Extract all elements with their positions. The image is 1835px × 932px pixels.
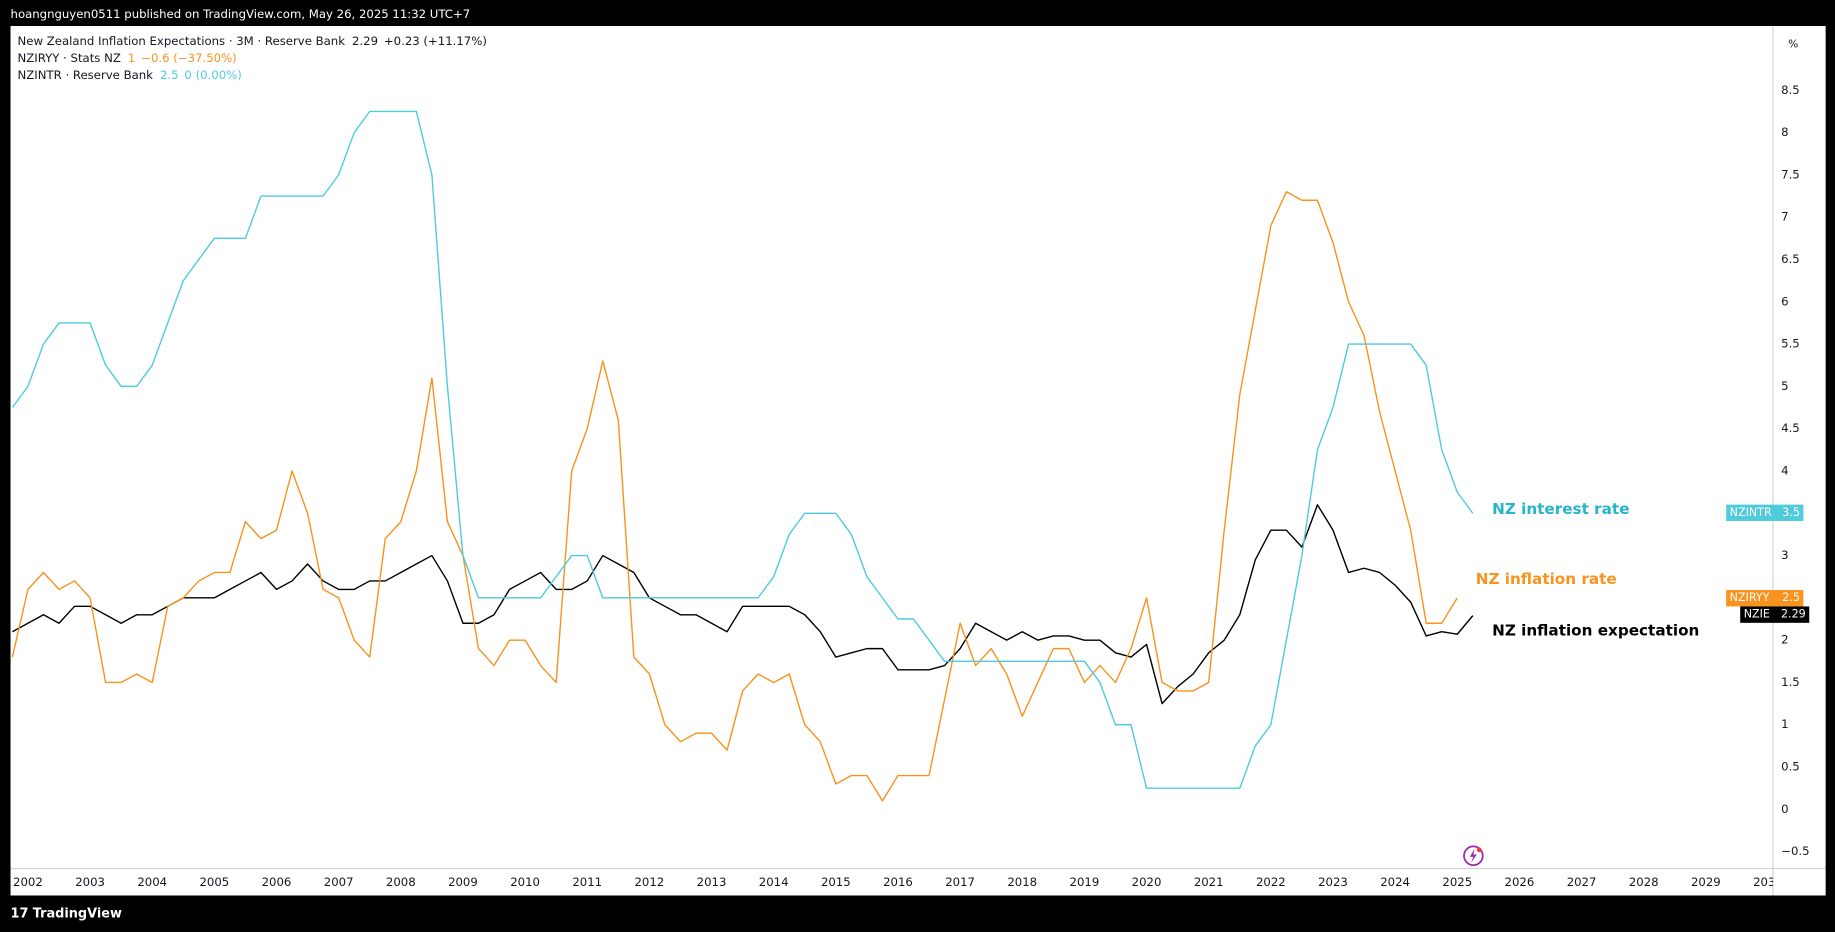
y-tick-label: 7 (1781, 210, 1788, 224)
series-line (11, 110, 1474, 789)
y-tick-label: 1 (1781, 717, 1788, 731)
x-tick-label: 2025 (1442, 875, 1472, 889)
legend-value: 2.29 (352, 34, 378, 48)
y-tick-label: 8.5 (1781, 83, 1800, 97)
price-box-value: 3.5 (1782, 506, 1800, 519)
x-tick-label: 2013 (697, 875, 727, 889)
series-line (11, 191, 1458, 802)
x-tick-label: 2024 (1380, 875, 1410, 889)
legend-name: NZINTR · Reserve Bank (18, 68, 154, 82)
publish-info: hoangnguyen0511 published on TradingView… (11, 7, 471, 21)
legend-name: New Zealand Inflation Expectations · 3M … (18, 34, 346, 48)
legend-entry: New Zealand Inflation Expectations · 3M … (18, 34, 487, 48)
y-tick-label: 3 (1781, 548, 1788, 562)
time-axis: 2002 2003 2004 2005 2006 2007 2008 2009 2010 2011… (13, 875, 1783, 889)
legend-value: 2.5 (160, 68, 179, 82)
x-tick-label: 2012 (635, 875, 665, 889)
x-tick-label: 2007 (324, 875, 354, 889)
plot-area (11, 110, 1474, 802)
y-tick-label: 6 (1781, 294, 1788, 308)
price-box-value: 2.5 (1782, 591, 1800, 604)
brand-logo: 17 (11, 907, 29, 922)
legend-change: +0.23 (+11.17%) (384, 34, 487, 48)
x-tick-label: 2023 (1318, 875, 1348, 889)
x-tick-label: 2002 (13, 875, 43, 889)
y-tick-label: 5 (1781, 379, 1788, 393)
price-box-name: NZIRYY (1730, 591, 1770, 604)
y-tick-label: 5.5 (1781, 337, 1800, 351)
annotation: NZ inflation expectation (1492, 622, 1699, 640)
annotation: NZ interest rate (1492, 500, 1629, 518)
overlay: NZ interest rate NZ inflation rate NZ infl… (1476, 500, 1810, 640)
price-box-value: 2.29 (1781, 608, 1806, 621)
annotation: NZ inflation rate (1476, 570, 1617, 588)
x-tick-label: 2017 (945, 875, 975, 889)
y-tick-label: 4.5 (1781, 421, 1800, 435)
x-tick-label: 2029 (1691, 875, 1721, 889)
y-tick-label: 4 (1781, 463, 1788, 477)
legend-change: −0.6 (−37.50%) (141, 51, 237, 65)
legend: New Zealand Inflation Expectations · 3M … (18, 34, 487, 82)
y-tick-label: 8 (1781, 125, 1788, 139)
y-tick-label: 6.5 (1781, 252, 1800, 266)
y-tick-label: −0.5 (1781, 844, 1809, 858)
brand: TradingView (33, 907, 122, 922)
unit-label: % (1788, 39, 1798, 51)
price-box (1740, 606, 1810, 623)
legend-entry: NZIRYY · Stats NZ 1 −0.6 (−37.50%) (18, 51, 237, 65)
x-tick-label: 2003 (75, 875, 105, 889)
x-tick-label: 2019 (1070, 875, 1100, 889)
y-tick-label: 0.5 (1781, 760, 1800, 774)
y-tick-label: 0 (1781, 802, 1788, 816)
x-tick-label: 2005 (199, 875, 229, 889)
x-tick-label: 2016 (883, 875, 913, 889)
icon-bolt[interactable] (1469, 848, 1477, 863)
series-line (12, 504, 1474, 705)
price-box (1726, 590, 1804, 607)
x-tick-label: 2028 (1629, 875, 1659, 889)
x-tick-label: 2015 (821, 875, 851, 889)
x-tick-label: 2004 (137, 875, 167, 889)
price-box (1726, 504, 1804, 522)
price-box-name: NZIE (1744, 608, 1770, 621)
x-tick-label: 2021 (1194, 875, 1224, 889)
x-tick-label: 2009 (448, 875, 478, 889)
price-box-name: NZINTR (1730, 506, 1772, 519)
x-tick-label: 2020 (1132, 875, 1162, 889)
icon-dot[interactable] (1476, 847, 1482, 853)
x-tick-label: 2030 (1753, 875, 1783, 889)
x-tick-label: 2008 (386, 875, 416, 889)
legend-name: NZIRYY · Stats NZ (18, 51, 121, 65)
x-tick-label: 2006 (262, 875, 292, 889)
chart-panel (10, 25, 1826, 896)
x-tick-label: 2010 (510, 875, 540, 889)
y-tick-label: 7.5 (1781, 167, 1800, 181)
x-tick-label: 2014 (759, 875, 789, 889)
x-tick-label: 2026 (1505, 875, 1535, 889)
x-tick-label: 2027 (1567, 875, 1597, 889)
legend-entry: NZINTR · Reserve Bank 2.5 0 (0.00%) (18, 68, 242, 82)
y-tick-label: 2 (1781, 633, 1788, 647)
x-tick-label: 2018 (1007, 875, 1037, 889)
legend-value: 1 (128, 51, 135, 65)
y-tick-label: 1.5 (1781, 675, 1800, 689)
legend-change: 0 (0.00%) (184, 68, 241, 82)
flash-icon[interactable] (1463, 845, 1484, 866)
x-tick-label: 2011 (572, 875, 602, 889)
x-tick-label: 2022 (1256, 875, 1286, 889)
